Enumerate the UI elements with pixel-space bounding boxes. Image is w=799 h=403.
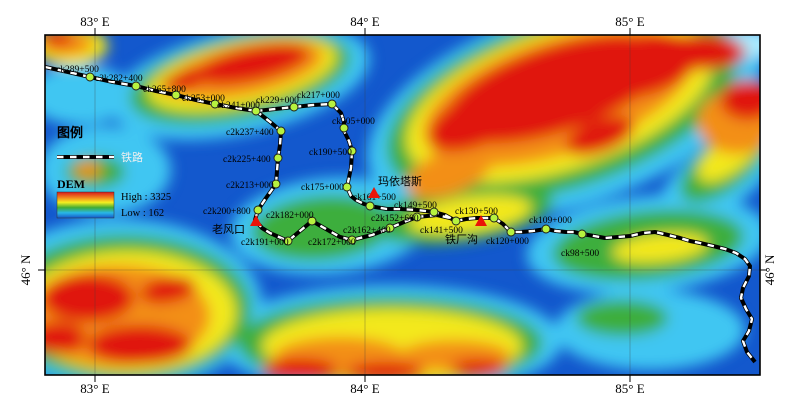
- legend-high-label: High : 3325: [121, 192, 171, 203]
- station-marker: [347, 146, 357, 156]
- station-label: ck98+500: [561, 249, 599, 259]
- station-marker: [365, 201, 375, 211]
- station-label: ck241+000: [217, 101, 260, 111]
- legend-low-label: Low : 162: [121, 208, 164, 219]
- axis-label: 83° E: [80, 381, 109, 396]
- place-label: 铁厂沟: [445, 233, 478, 246]
- legend-colorbar: [56, 191, 115, 219]
- place-triangle-icon: [368, 187, 380, 198]
- axis-label: 84° E: [350, 381, 379, 396]
- station-label: c2k152+600: [371, 214, 419, 224]
- station-label: c2k191+000: [241, 238, 289, 248]
- station-marker: [210, 99, 220, 109]
- railway-dashes: [255, 102, 457, 223]
- station-marker: [131, 81, 141, 91]
- station-label: c2k162+400: [343, 226, 391, 236]
- axis-label: 85° E: [615, 381, 644, 396]
- legend-dem-label: DEM: [57, 177, 85, 191]
- station-label: c2k225+400: [223, 155, 271, 165]
- station-label: ck109+000: [529, 216, 572, 226]
- station-marker: [347, 235, 357, 245]
- station-label: ck175+000: [301, 183, 344, 193]
- station-marker: [283, 236, 293, 246]
- station-marker: [385, 223, 395, 233]
- station-label: ck265+800: [143, 85, 186, 95]
- station-marker: [276, 126, 286, 136]
- axis-labels: 83° E 84° E 85° E 83° E 84° E 85° E 46° N 46° N: [18, 14, 777, 396]
- station-label: ck253+000: [182, 94, 225, 104]
- station-marker: [342, 182, 352, 192]
- station-label: c2k213+000: [226, 181, 274, 191]
- dem-raster: [45, 35, 760, 375]
- axis-label: 83° E: [80, 14, 109, 29]
- station-marker: [289, 102, 299, 112]
- railway-dashes: [455, 216, 756, 363]
- station-marker: [271, 179, 281, 189]
- place-triangle-icon: [475, 215, 487, 226]
- station-marker: [412, 212, 422, 222]
- station-marker: [429, 207, 439, 217]
- dem-high-red: [45, 35, 760, 375]
- station-label: ck120+000: [486, 237, 529, 247]
- map-frame: [44, 34, 761, 376]
- axis-label: 84° E: [350, 14, 379, 29]
- station-label: c2k282+400: [95, 74, 143, 84]
- station-marker: [489, 213, 499, 223]
- station-label: ck229+000: [256, 96, 299, 106]
- legend-railway-label: 铁路: [121, 151, 143, 164]
- station-label: ck190+500: [309, 148, 352, 158]
- place-label: 玛依塔斯: [378, 175, 422, 188]
- station-marker: [251, 106, 261, 116]
- railway-line: [44, 65, 257, 113]
- station-label: c2k237+400: [226, 128, 274, 138]
- station-marker: [577, 229, 587, 239]
- station-label: ck130+500: [455, 207, 498, 217]
- station-marker: [253, 205, 263, 215]
- station-marker: [541, 224, 551, 234]
- station-marker: [85, 72, 95, 82]
- station-marker: [307, 216, 317, 226]
- legend-title: 图例: [57, 125, 83, 140]
- station-marker: [327, 99, 337, 109]
- place-label: 老风口: [212, 223, 245, 236]
- station-marker: [171, 90, 181, 100]
- station-label: c2k172+000: [308, 238, 356, 248]
- legend: 图例 铁路 DEM High : 3325 Low : 162: [56, 125, 171, 219]
- station-label: ck149+500: [394, 201, 437, 211]
- station-label: c2k200+800: [203, 207, 251, 217]
- station-marker: [339, 123, 349, 133]
- axis-label: 46° N: [762, 254, 777, 285]
- station-label: ck289+500: [56, 65, 99, 75]
- station-marker: [451, 216, 461, 226]
- axis-label: 46° N: [18, 254, 33, 285]
- station-label: ck205+000: [332, 117, 375, 127]
- station-label: ck217+000: [297, 91, 340, 101]
- station-marker: [506, 227, 516, 237]
- station-label: c2k182+000: [266, 211, 314, 221]
- axis-label: 85° E: [615, 14, 644, 29]
- station-label: ck141+500: [420, 226, 463, 236]
- station-marker: [273, 153, 283, 163]
- place-triangle-icon: [250, 215, 262, 226]
